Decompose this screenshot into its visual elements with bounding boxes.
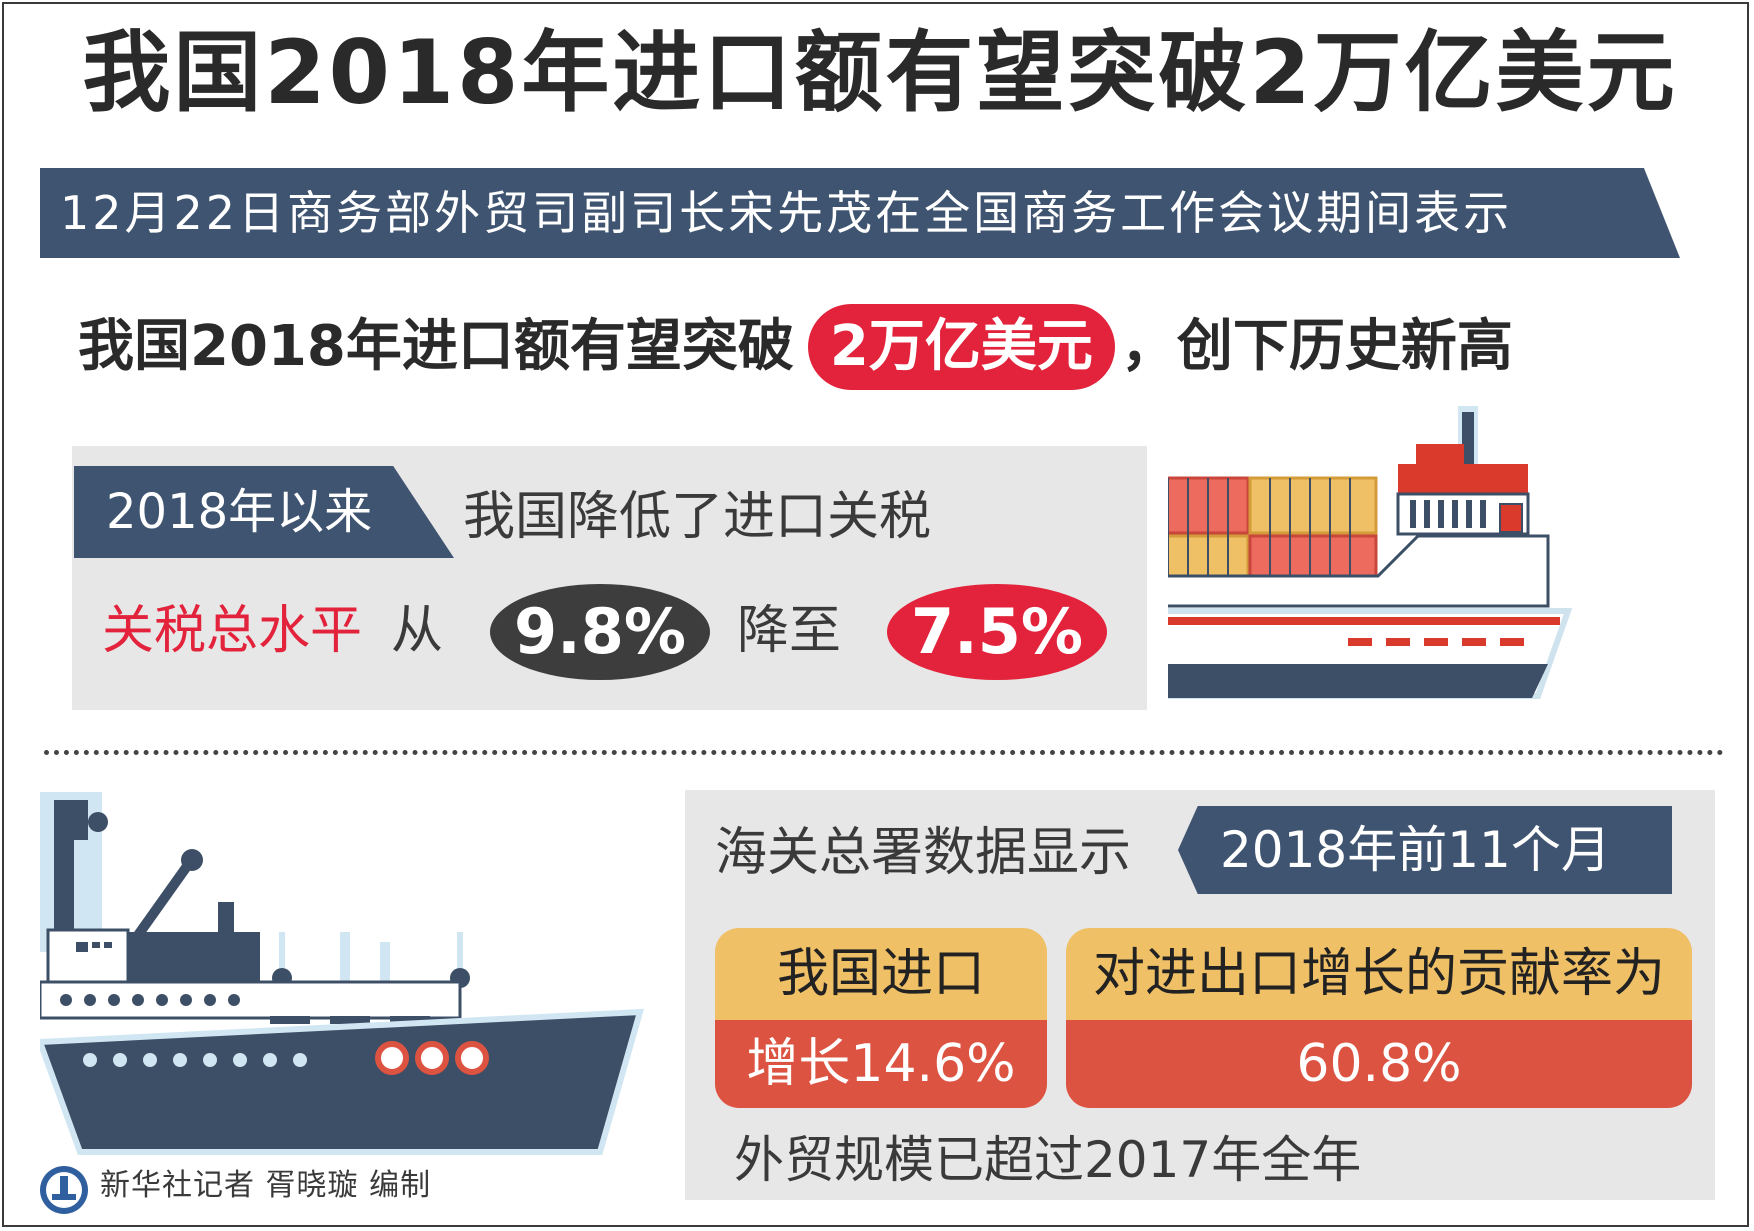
tariff-to-value: 7.5% — [887, 584, 1107, 680]
period-label: 2018年前11个月 — [1220, 821, 1611, 879]
import-growth-label: 我国进口 — [715, 928, 1047, 1020]
page-title: 我国2018年进口额有望突破2万亿美元 — [82, 21, 1678, 124]
section-divider — [44, 750, 1724, 755]
tariff-level-label: 关税总水平 — [102, 601, 363, 661]
tariff-statement: 我国降低了进口关税 — [463, 487, 932, 547]
tariff-from-word: 从 — [391, 601, 444, 661]
contribution-card: 对进出口增长的贡献率为 60.8% — [1066, 928, 1692, 1108]
tariff-tab — [74, 466, 454, 558]
customs-lead: 海关总署数据显示 — [715, 823, 1132, 883]
cargo-ship-icon — [1168, 406, 1573, 699]
tariff-from-value: 9.8% — [490, 584, 710, 680]
credit-line: 新华社记者 胥晓璇 编制 — [100, 1168, 432, 1203]
period-banner — [1178, 806, 1672, 894]
contribution-value: 60.8% — [1066, 1020, 1692, 1108]
import-growth-card: 我国进口 增长14.6% — [715, 928, 1047, 1108]
headline-suffix: ，创下历史新高 — [1120, 314, 1513, 379]
headline-prefix: 我国2018年进口额有望突破 — [78, 314, 794, 379]
tariff-to-word: 降至 — [737, 601, 842, 661]
contribution-label: 对进出口增长的贡献率为 — [1066, 928, 1692, 1020]
import-growth-value: 增长14.6% — [715, 1020, 1047, 1108]
headline-highlight: 2万亿美元 — [807, 304, 1115, 390]
freighter-ship-icon — [40, 792, 645, 1155]
subtitle-banner — [40, 168, 1680, 258]
tariff-tab-label: 2018年以来 — [106, 484, 373, 540]
trade-scale-note: 外贸规模已超过2017年全年 — [734, 1131, 1362, 1189]
headline: 我国2018年进口额有望突破 2万亿美元 ，创下历史新高 — [78, 302, 1513, 392]
xinhua-logo-icon — [40, 1166, 88, 1214]
subtitle-text: 12月22日商务部外贸司副司长宋先茂在全国商务工作会议期间表示 — [60, 186, 1513, 240]
